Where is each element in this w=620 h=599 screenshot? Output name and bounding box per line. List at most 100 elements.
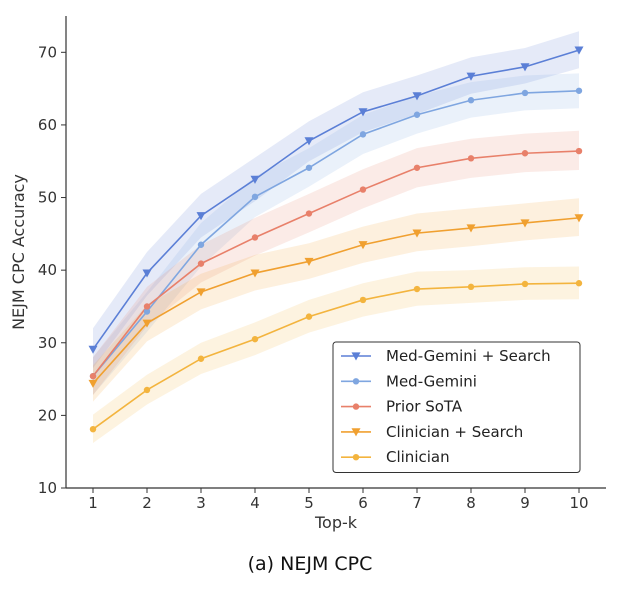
clinician-search-point bbox=[88, 379, 98, 388]
x-tick-label: 4 bbox=[250, 494, 260, 512]
med-gemini-point bbox=[305, 164, 313, 171]
x-tick-label: 6 bbox=[358, 494, 368, 512]
med-gemini-search-point bbox=[574, 46, 584, 55]
y-tick-label: 10 bbox=[38, 479, 57, 497]
prior-sota-line bbox=[92, 150, 580, 377]
prior-sota-point bbox=[197, 260, 205, 267]
legend-label: Clinician bbox=[386, 448, 450, 466]
legend-entry: Clinician + Search bbox=[341, 423, 523, 441]
legend-entry: Med-Gemini + Search bbox=[341, 347, 551, 365]
clinician-point bbox=[575, 280, 583, 287]
axes bbox=[65, 16, 606, 489]
med-gemini-point bbox=[467, 97, 475, 104]
y-tick-label: 30 bbox=[38, 334, 57, 352]
med-gemini-point bbox=[413, 111, 421, 118]
y-axis-label: NEJM CPC Accuracy bbox=[9, 174, 28, 330]
med-gemini-search-point bbox=[520, 63, 530, 72]
prior-sota-point bbox=[305, 210, 313, 217]
med-gemini-point bbox=[251, 193, 259, 201]
med-gemini-point bbox=[143, 308, 151, 315]
clinician-point bbox=[521, 280, 529, 288]
legend-label: Prior SoTA bbox=[386, 398, 463, 416]
x-tick-label: 9 bbox=[520, 494, 530, 512]
med-gemini-point bbox=[197, 241, 205, 248]
med-gemini-search-point bbox=[466, 72, 476, 81]
clinician-search-point bbox=[196, 288, 206, 297]
legend-box bbox=[332, 341, 581, 473]
clinician-point bbox=[197, 355, 205, 362]
y-tick-label: 60 bbox=[38, 116, 57, 134]
clinician-point bbox=[305, 313, 313, 320]
clinician-search-point bbox=[304, 257, 314, 266]
prior-sota-point bbox=[143, 303, 151, 310]
prior-sota-point bbox=[467, 155, 475, 162]
legend: Med-Gemini + Search Med-Gemini Prior SoTA C… bbox=[332, 341, 581, 473]
clinician-point bbox=[143, 386, 151, 394]
prior-sota-point bbox=[251, 234, 259, 241]
med-gemini-point bbox=[575, 87, 583, 94]
clinician-search-line bbox=[92, 217, 580, 384]
med-gemini-legend-marker bbox=[352, 378, 360, 385]
y-tick-label: 20 bbox=[38, 406, 57, 424]
line-chart: 1 2 3 4 5 6 7 8 9 10 10 20 30 40 50 60 70 Top-k NEJM CP… bbox=[9, 16, 606, 532]
x-tick-label: 3 bbox=[196, 494, 206, 512]
med-gemini-search-point bbox=[304, 137, 314, 146]
x-tick-label: 5 bbox=[304, 494, 314, 512]
legend-label: Med-Gemini bbox=[386, 372, 477, 390]
y-tick-label: 70 bbox=[38, 43, 57, 61]
clinician-point bbox=[467, 283, 475, 291]
clinician-search-point bbox=[412, 229, 422, 238]
clinician-search-band bbox=[93, 198, 579, 402]
legend-entry: Med-Gemini bbox=[341, 372, 477, 390]
med-gemini-search-point bbox=[412, 92, 422, 101]
prior-sota-point bbox=[413, 164, 421, 171]
clinician-point bbox=[359, 296, 367, 304]
legend-label: Med-Gemini + Search bbox=[386, 347, 551, 365]
x-ticks: 1 2 3 4 5 6 7 8 9 10 bbox=[88, 488, 589, 512]
med-gemini-point bbox=[359, 131, 367, 138]
legend-entry: Clinician bbox=[341, 448, 450, 466]
series-lines bbox=[92, 49, 580, 430]
clinician-legend-marker bbox=[352, 454, 360, 461]
y-tick-label: 50 bbox=[38, 189, 57, 207]
prior-sota-legend-marker bbox=[352, 403, 360, 410]
clinician-line bbox=[92, 282, 580, 430]
clinician-search-point bbox=[574, 214, 584, 223]
med-gemini-search-point bbox=[142, 269, 152, 278]
med-gemini-search-legend-marker bbox=[351, 352, 361, 361]
med-gemini-search-point bbox=[88, 345, 98, 354]
prior-sota-point bbox=[359, 186, 367, 193]
x-tick-label: 2 bbox=[142, 494, 152, 512]
med-gemini-search-point bbox=[358, 108, 368, 117]
med-gemini-point bbox=[521, 89, 529, 97]
x-tick-label: 10 bbox=[569, 494, 588, 512]
med-gemini-search-point bbox=[196, 212, 206, 221]
clinician-point bbox=[251, 335, 259, 343]
clinician-point bbox=[413, 285, 421, 293]
prior-sota-band bbox=[93, 130, 579, 396]
x-axis-label: Top-k bbox=[314, 513, 358, 532]
clinician-search-point bbox=[466, 224, 476, 233]
y-ticks: 10 20 30 40 50 60 70 bbox=[38, 43, 66, 497]
x-tick-label: 7 bbox=[412, 494, 422, 512]
clinician-point bbox=[89, 425, 97, 433]
med-gemini-search-line bbox=[92, 49, 580, 350]
legend-label: Clinician + Search bbox=[386, 423, 523, 441]
figure-caption: (a) NEJM CPC bbox=[247, 553, 373, 575]
clinician-search-legend-marker bbox=[351, 428, 361, 437]
clinician-search-point bbox=[142, 319, 152, 328]
clinician-search-point bbox=[520, 219, 530, 228]
prior-sota-point bbox=[89, 372, 97, 380]
y-tick-label: 40 bbox=[38, 261, 57, 279]
x-tick-label: 8 bbox=[466, 494, 476, 512]
med-gemini-line bbox=[92, 89, 580, 377]
med-gemini-band bbox=[93, 73, 579, 396]
prior-sota-point bbox=[521, 150, 529, 157]
clinician-search-point bbox=[250, 269, 260, 278]
series-points bbox=[88, 46, 584, 433]
med-gemini-search-point bbox=[250, 175, 260, 184]
clinician-search-point bbox=[358, 241, 368, 250]
x-tick-label: 1 bbox=[88, 494, 98, 512]
legend-entry: Prior SoTA bbox=[341, 398, 463, 416]
prior-sota-point bbox=[575, 147, 583, 155]
